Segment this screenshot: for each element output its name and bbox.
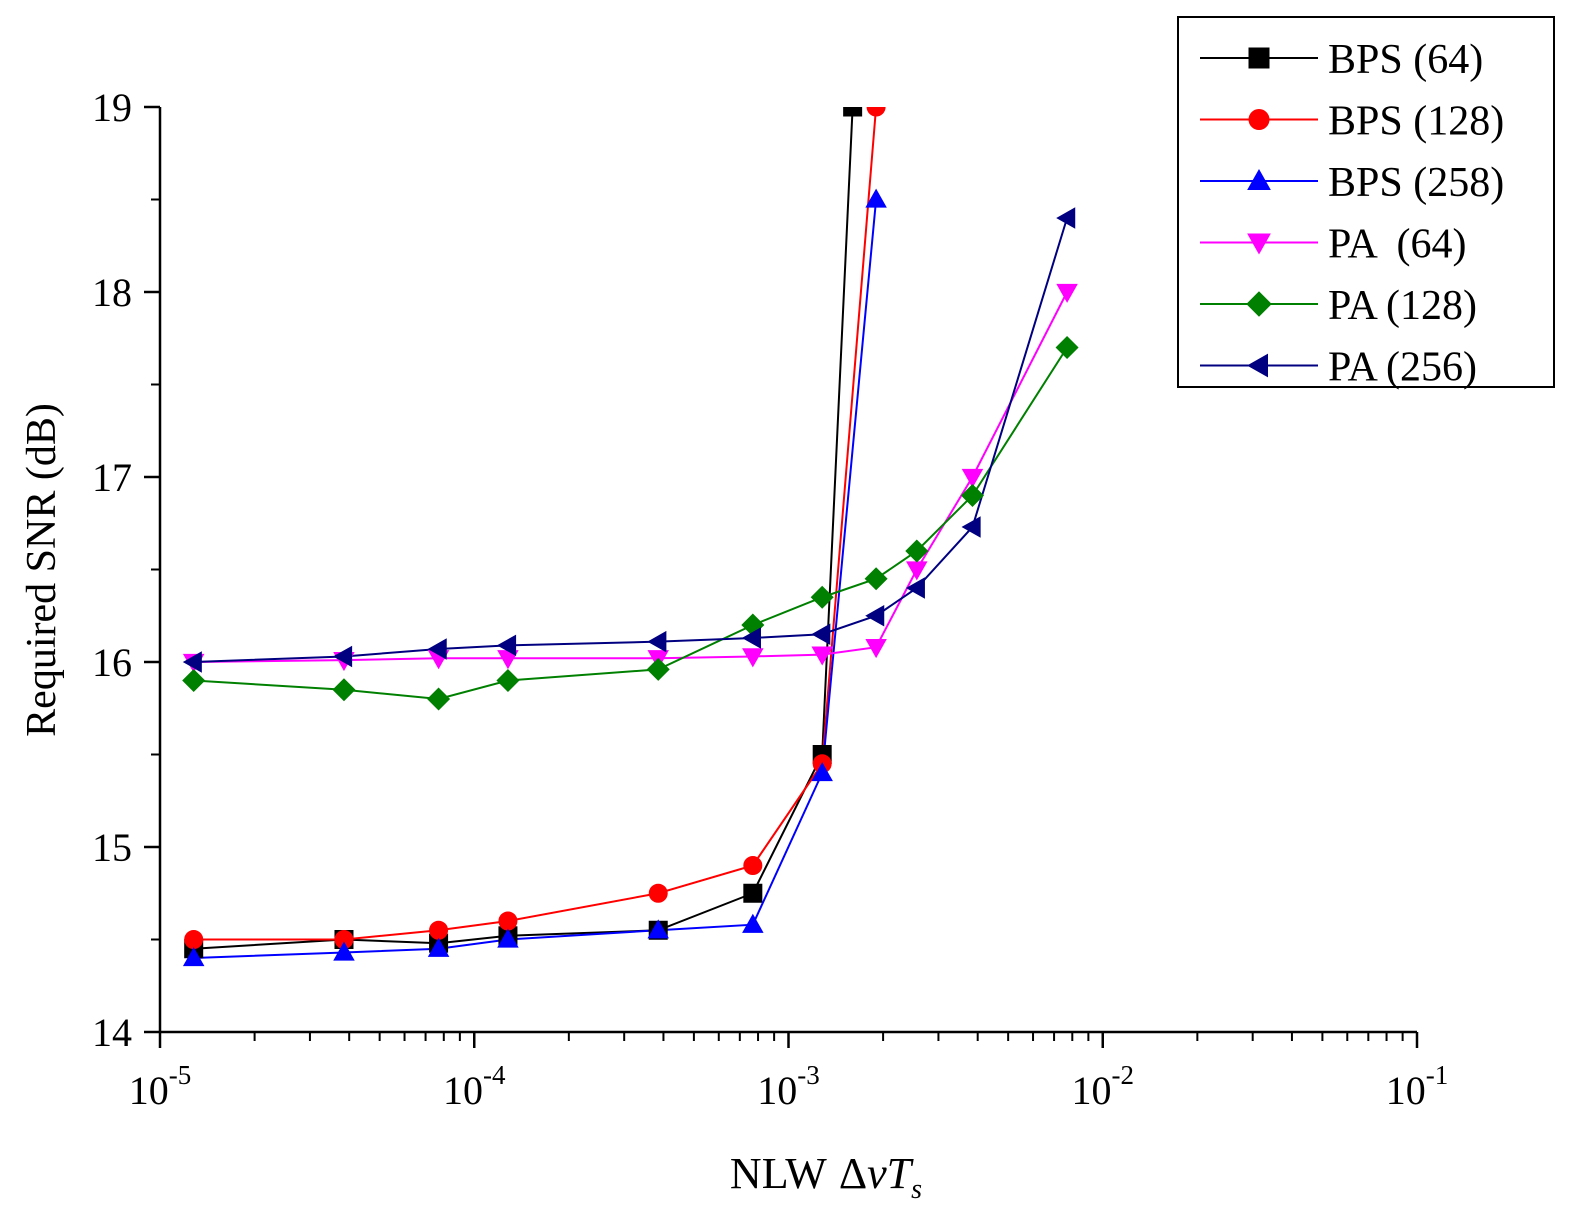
x-axis-label-subscript: s	[911, 1174, 922, 1205]
series-line-2	[193, 107, 878, 941]
series-4-point	[865, 639, 887, 659]
series-6-point	[497, 634, 517, 657]
series-4-point	[742, 648, 764, 668]
series-2-point	[429, 920, 449, 940]
series-5-point	[960, 483, 984, 508]
series-6-point	[905, 577, 925, 599]
series-5-point	[182, 668, 206, 693]
series-2-point	[743, 856, 763, 875]
series-5-point	[1055, 335, 1079, 360]
series-3-point	[742, 913, 764, 933]
series-6-point	[1056, 207, 1076, 229]
series-6-point	[865, 604, 885, 627]
y-tick-label: 15	[92, 825, 132, 870]
series-2-point	[184, 930, 204, 949]
series-5-point	[332, 678, 356, 702]
x-axis-label-prefix: NLW	[730, 1149, 827, 1198]
series-line-3	[193, 199, 878, 959]
series-3-point	[865, 188, 887, 208]
series-5-point	[496, 668, 520, 693]
series-4-point	[1056, 283, 1078, 303]
series-6-point	[427, 638, 447, 660]
legend-marker	[1247, 168, 1271, 190]
y-tick-label: 18	[92, 270, 132, 315]
legend-label: PA (64)	[1328, 222, 1467, 268]
legend-label: BPS (258)	[1328, 160, 1504, 206]
x-axis-label-nu: v	[867, 1149, 887, 1198]
y-tick-label: 16	[92, 640, 132, 685]
legend-marker	[1248, 47, 1270, 69]
marker-layer	[182, 107, 1079, 967]
series-6-point	[961, 516, 981, 538]
x-axis-label-t: T	[887, 1149, 915, 1198]
x-axis-label: NLW ΔvTs	[730, 1149, 922, 1205]
series-4-point	[811, 646, 833, 666]
legend-label: PA (256)	[1328, 345, 1477, 391]
axes: 10-5 10-4 10-3 10-2 10-1 14 15 16 17 18 19	[92, 85, 1448, 1113]
series-2-point	[866, 107, 886, 117]
series-1-point	[743, 883, 763, 903]
y-tick-label: 19	[92, 85, 132, 130]
series-5-point	[646, 657, 670, 681]
series-4-point	[961, 468, 984, 488]
y-tick-label: 17	[92, 455, 132, 500]
series-layer	[193, 107, 1069, 959]
x-tick-label: 10-3	[757, 1060, 820, 1113]
x-tick-label: 10-1	[1386, 1060, 1449, 1113]
x-tick-label: 10-2	[1072, 1060, 1135, 1113]
series-6-point	[182, 651, 202, 673]
series-line-4	[193, 291, 1068, 663]
series-2-point	[498, 911, 518, 931]
series-6-point	[333, 645, 353, 668]
x-axis-label-delta: Δ	[839, 1149, 867, 1198]
series-6-point	[741, 627, 761, 649]
legend-label: BPS (64)	[1328, 37, 1483, 83]
series-3-point	[647, 919, 669, 939]
y-axis-label: Required SNR (dB)	[19, 403, 65, 737]
legend-box	[1177, 16, 1555, 388]
y-tick-label: 14	[92, 1010, 132, 1055]
series-3-point	[811, 762, 833, 782]
series-3-point	[427, 937, 450, 957]
x-tick-label: 10-4	[443, 1060, 506, 1113]
series-line-1	[193, 107, 854, 950]
series-6-point	[647, 630, 667, 653]
legend-marker	[1247, 233, 1271, 255]
series-3-point	[333, 941, 355, 961]
series-5-point	[864, 567, 888, 591]
series-4-point	[906, 561, 928, 581]
legend-label: BPS (128)	[1328, 99, 1504, 145]
series-line-5	[193, 346, 1068, 701]
series-3-point	[497, 928, 519, 948]
series-5-point	[810, 585, 834, 609]
legend-marker	[1246, 353, 1268, 378]
series-3-point	[182, 947, 205, 967]
legend-label: PA (128)	[1328, 283, 1477, 329]
series-1-point	[843, 107, 863, 117]
series-5-point	[427, 687, 451, 711]
series-2-point	[648, 883, 668, 903]
legend: BPS (64) BPS (128) BPS (258) PA (64) PA (128…	[1177, 16, 1555, 391]
series-line-6	[193, 217, 1069, 663]
legend-marker	[1248, 109, 1270, 130]
x-tick-label: 10-5	[129, 1060, 192, 1113]
series-6-point	[811, 623, 831, 646]
legend-marker	[1246, 291, 1272, 317]
series-5-point	[905, 539, 929, 563]
